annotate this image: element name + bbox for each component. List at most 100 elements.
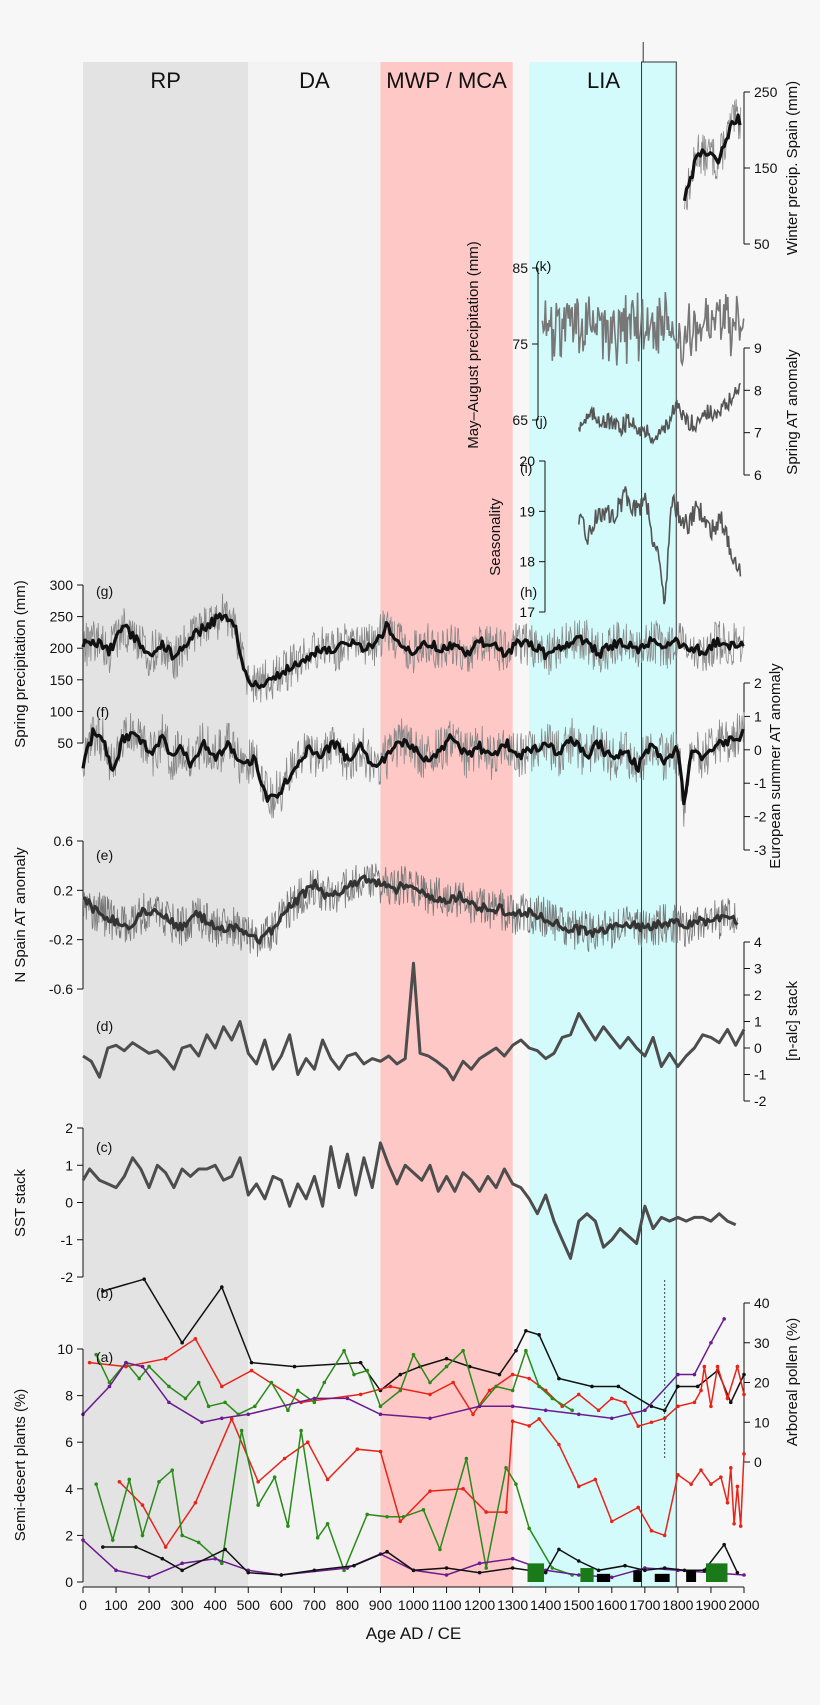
data-point-b-red [699,1388,703,1393]
y-axis-label-k: May–August precipitation (mm) [465,241,482,449]
data-point-a-green [127,1477,132,1482]
data-point-a-green [196,1540,201,1545]
y-tick-label: 40 [754,1295,770,1311]
data-point-b-red [725,1396,730,1401]
data-point-b-black [220,1285,224,1289]
data-point-a-green [94,1482,99,1486]
data-point-b-red [388,1384,393,1389]
y-tick-label: 19 [519,503,535,519]
x-tick-label: 1100 [431,1597,461,1613]
y-axis-label-i: Seasonality [487,498,504,576]
data-point-b-purple [167,1400,171,1405]
data-point-a-red [610,1519,614,1524]
data-point-a-black [576,1559,581,1563]
data-point-a-black [279,1573,284,1577]
data-point-a-black [312,1568,317,1573]
data-point-b-red [163,1356,168,1361]
data-point-b-green [550,1396,555,1401]
data-point-a-green [299,1428,303,1433]
y-tick-label: 6 [754,467,762,483]
data-point-b-green [342,1348,346,1353]
panel-label-b: (b) [96,1285,113,1301]
y-tick-label: 6 [65,1434,73,1450]
y-tick-label: 0.6 [54,833,74,849]
data-point-a-red [649,1528,654,1533]
y-tick-label: 250 [50,609,74,625]
data-point-a-black [411,1568,416,1573]
data-point-b-green [167,1384,171,1389]
data-point-a-purple [742,1573,746,1577]
data-point-a-red [256,1480,260,1484]
data-point-b-black [676,1384,680,1389]
period-label: RP [150,68,181,93]
bar-segment [633,1570,642,1582]
data-point-a-purple [510,1556,515,1561]
data-point-a-red [557,1442,561,1447]
data-point-b-red [702,1364,707,1369]
data-point-a-black [643,1568,647,1573]
y-tick-label: 85 [512,260,528,276]
y-tick-label: 0 [65,1195,73,1211]
data-point-a-red [229,1417,234,1421]
data-point-b-red [124,1364,128,1369]
data-point-b-green [137,1376,141,1381]
data-point-a-black [385,1549,389,1554]
data-point-a-red [725,1500,730,1505]
y-tick-label: 0.2 [54,882,74,898]
x-tick-label: 400 [204,1597,228,1613]
data-point-b-purple [378,1412,383,1417]
data-point-b-red [576,1392,581,1397]
y-tick-label: 8 [65,1388,73,1404]
data-point-a-green [170,1468,175,1472]
series-d--n-alc-stack [82,961,746,1082]
data-point-b-red [649,1420,654,1425]
panel-label-k: (k) [535,258,551,274]
y-tick-label: 1 [754,1014,762,1030]
period-band-mwpmca [380,62,513,1587]
y-tick-label: 0 [754,1040,762,1056]
data-point-a-red [193,1500,198,1505]
y-tick-label: 1 [754,708,762,724]
data-point-b-red [471,1412,475,1417]
y-axis-label-g: Spring precipitation (mm) [12,580,29,748]
data-point-a-purple [147,1575,151,1580]
data-point-a-green [110,1538,115,1542]
series-g-spring-precipitation [81,612,745,690]
data-point-a-green [438,1547,442,1552]
data-point-a-black [246,1570,251,1575]
data-point-b-black [249,1360,254,1365]
data-point-a-purple [576,1573,581,1577]
y-tick-label: 2 [65,1527,73,1543]
x-tick-label: 1800 [662,1597,693,1613]
data-point-a-red [527,1424,531,1428]
data-point-b-black [695,1384,700,1389]
data-point-a-black [160,1556,165,1561]
data-point-a-purple [477,1561,482,1566]
data-point-a-green [385,1514,389,1519]
y-tick-label: -2 [61,1269,74,1285]
data-point-b-green [461,1348,465,1353]
panel-label-i: (i) [520,460,532,476]
series-b-purple [82,1318,725,1424]
y-axis-label-f: European summer AT anomaly [767,663,784,869]
data-point-a-purple [444,1573,449,1577]
data-point-a-red [504,1510,508,1514]
x-tick-label: 300 [170,1597,194,1613]
y-tick-label: 20 [754,1375,770,1391]
data-point-a-red [282,1456,287,1461]
y-tick-label: 3 [754,961,762,977]
y-tick-label: 75 [512,336,528,352]
series-k-may-august-precipitation [541,292,745,368]
bar-segment [527,1563,545,1582]
data-point-b-red [87,1360,92,1365]
y-tick-label: 0 [754,1454,762,1470]
data-point-b-black [398,1372,403,1377]
y-tick-label: 0 [754,742,762,758]
data-point-b-purple [140,1364,145,1369]
data-point-a-green [140,1533,145,1538]
data-point-a-green [365,1512,370,1517]
x-tick-label: 700 [303,1597,327,1613]
bar-segment [654,1573,670,1582]
